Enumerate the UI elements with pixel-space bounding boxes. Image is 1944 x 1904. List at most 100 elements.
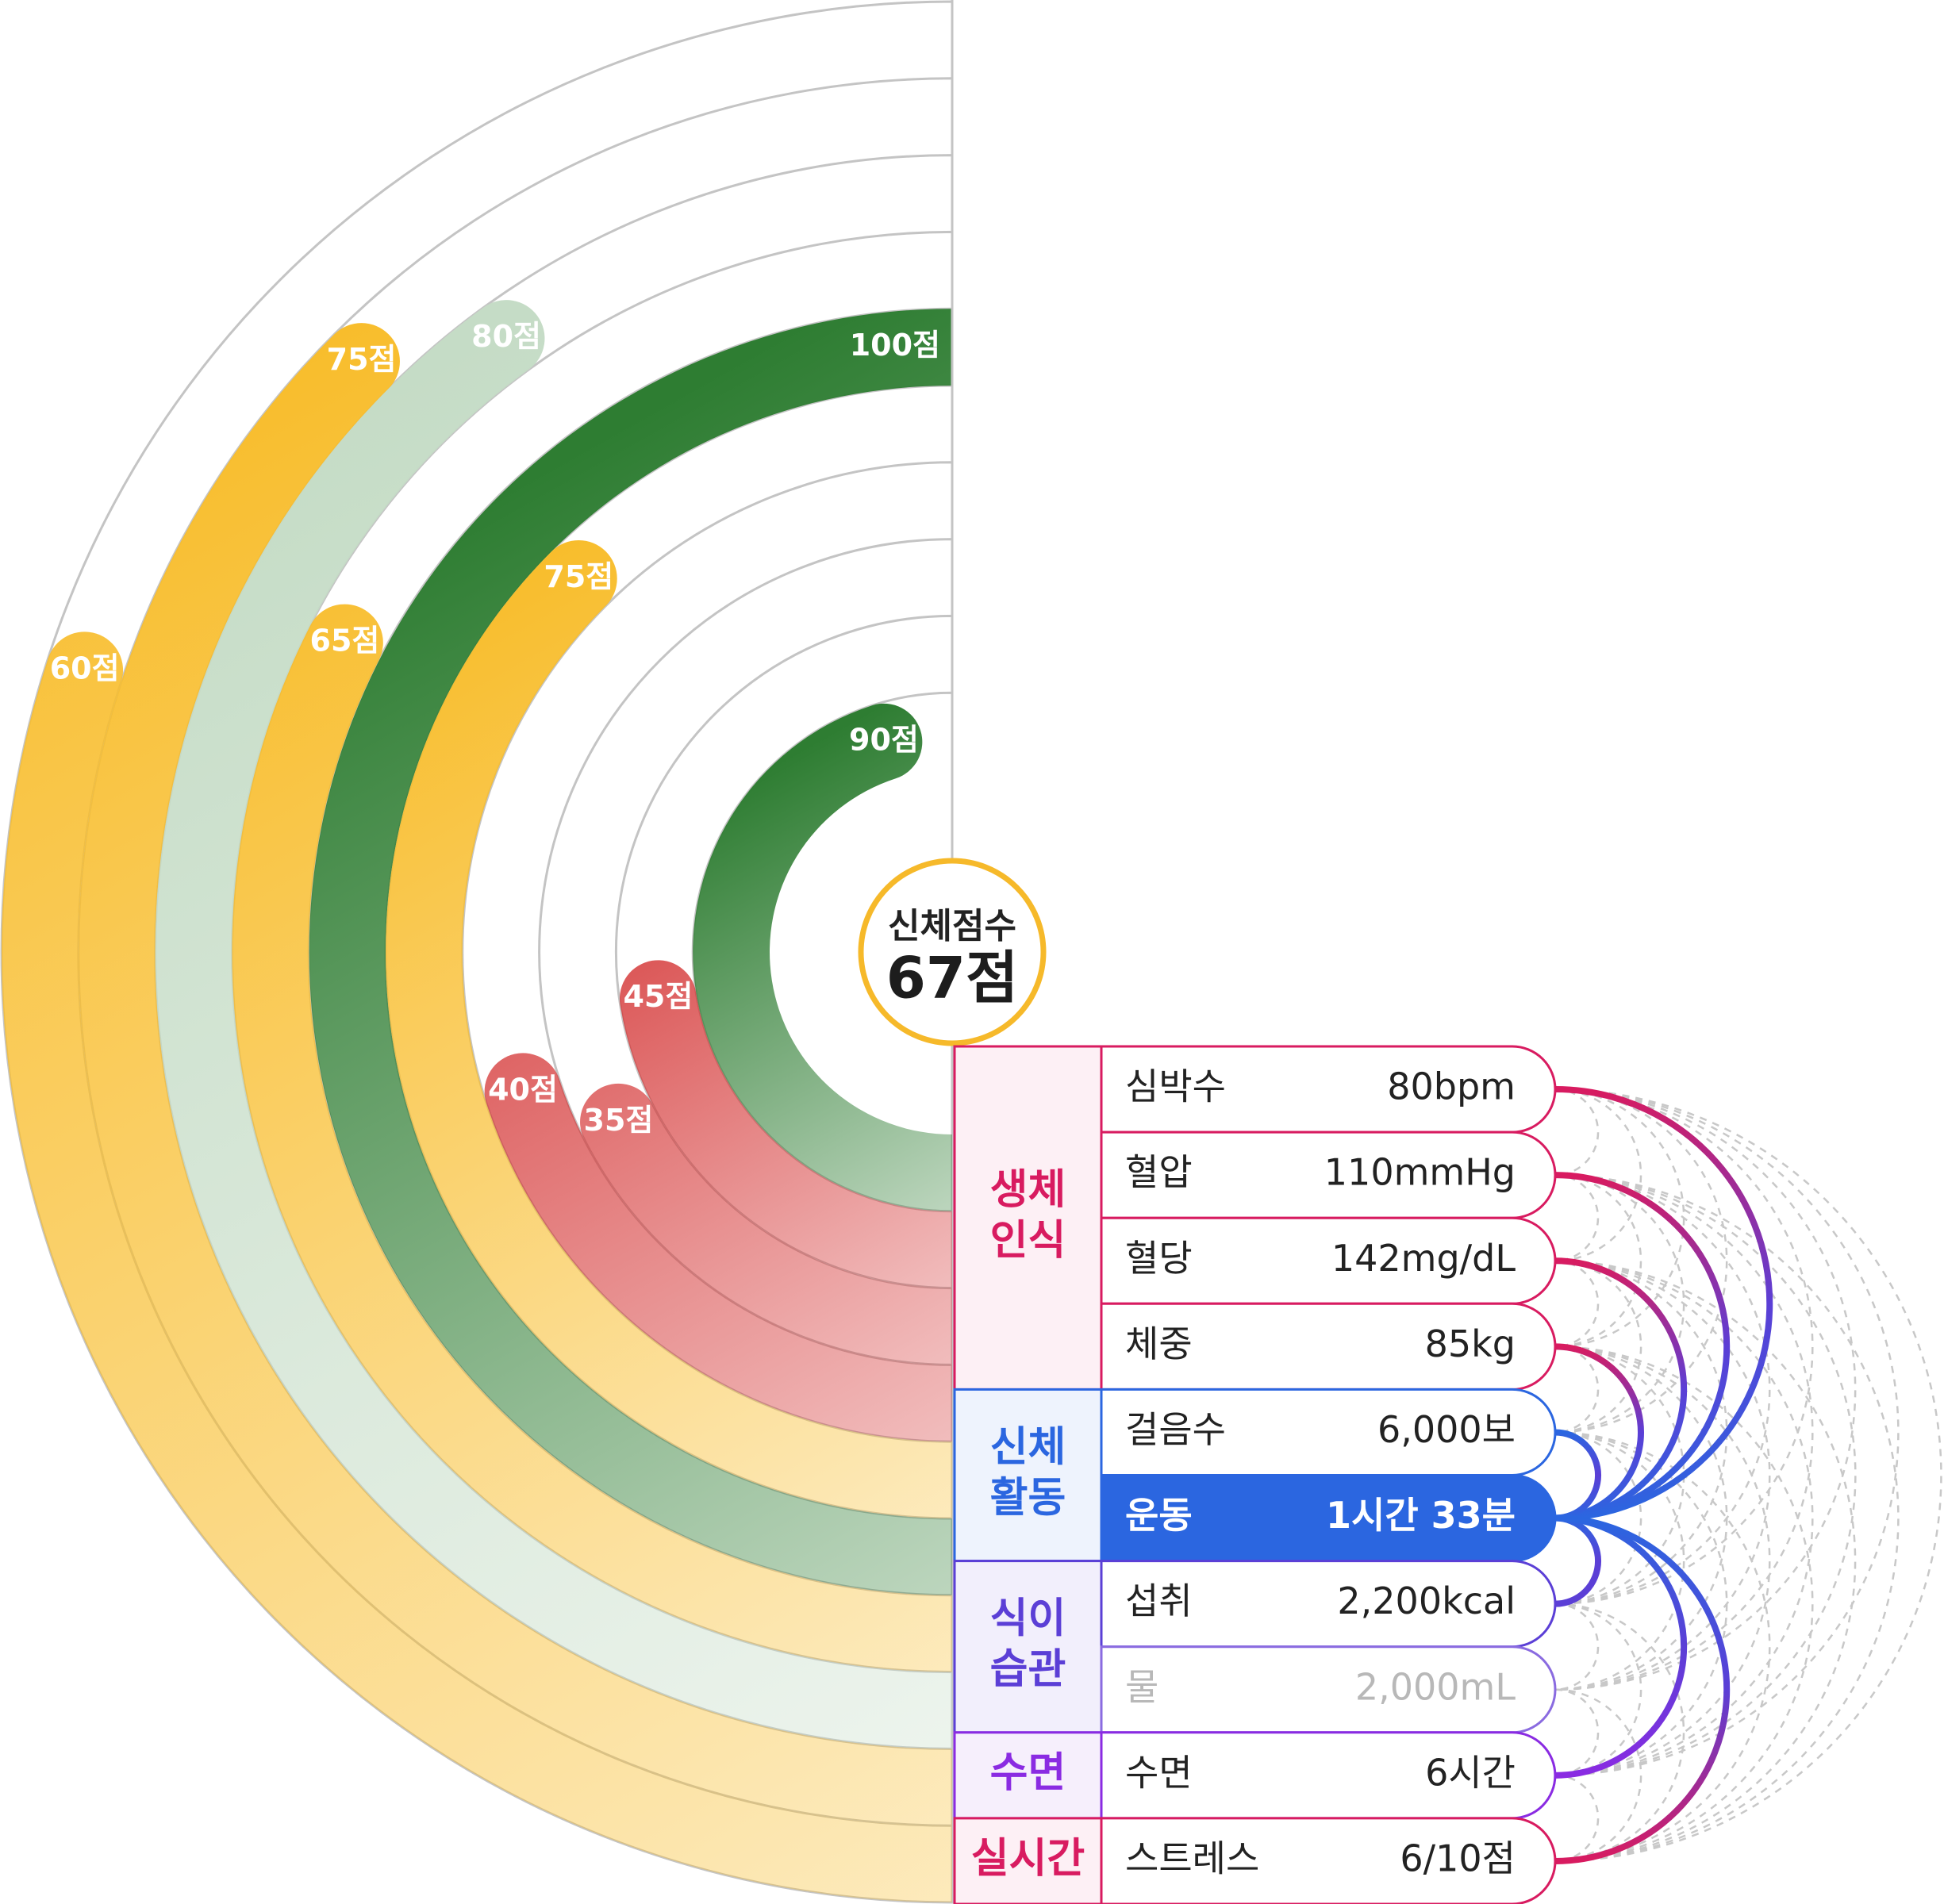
item-row[interactable] (1100, 1302, 1557, 1391)
score-bars (1, 300, 952, 1902)
score-label: 100점 (850, 328, 940, 363)
score-label: 60점 (50, 651, 120, 685)
dashed-connector (1554, 1345, 1771, 1777)
category-label: 인식 (990, 1217, 1066, 1265)
solid-connector (1552, 1514, 1602, 1607)
score-bar (155, 300, 952, 1749)
solid-connector (1552, 1514, 1688, 1779)
dashed-connector (1554, 1688, 1600, 1777)
dashed-connector (1554, 1345, 1685, 1605)
item-name: 혈당 (1125, 1237, 1193, 1280)
item-row[interactable] (1100, 1216, 1557, 1305)
item-row[interactable] (1100, 1560, 1557, 1649)
item-row[interactable] (1100, 1388, 1557, 1476)
item-name: 체중 (1125, 1322, 1193, 1365)
item-name: 물 (1125, 1665, 1158, 1708)
item-value: 2,000mL (1355, 1665, 1516, 1708)
item-value: 2,200kcal (1337, 1580, 1516, 1622)
category-cell (953, 1560, 1103, 1734)
dashed-connector (1554, 1088, 1600, 1177)
item-name: 걸음수 (1125, 1408, 1226, 1451)
item-value: 85kg (1425, 1322, 1516, 1365)
score-label: 35점 (584, 1103, 654, 1138)
category-cell (953, 1388, 1103, 1563)
dashed-connector (1554, 1603, 1685, 1863)
item-value: 6/10점 (1400, 1837, 1516, 1879)
dashed-connector (1554, 1260, 1728, 1605)
dashed-connector (1554, 1173, 1900, 1863)
score-bar (1, 631, 952, 1902)
dashed-connector (1554, 1345, 1728, 1691)
dashed-connector (1554, 1603, 1600, 1691)
dashed-connector (1554, 1088, 1685, 1348)
center-circle (858, 858, 1047, 1046)
score-label: 40점 (488, 1072, 558, 1107)
score-bar (580, 1083, 952, 1365)
score-bar (385, 539, 952, 1518)
score-label: 65점 (310, 623, 380, 658)
score-label: 75점 (544, 559, 613, 594)
item-name: 혈압 (1125, 1151, 1193, 1194)
dashed-connector (1554, 1260, 1600, 1348)
score-bar (232, 604, 952, 1672)
dashed-connector (1554, 1260, 1814, 1777)
dashed-connector (1554, 1173, 1685, 1434)
item-value: 80bpm (1387, 1065, 1516, 1108)
category-label: 식이 (990, 1595, 1066, 1643)
score-label: 75점 (327, 342, 397, 377)
item-row[interactable] (1100, 1130, 1557, 1219)
dashed-connector (1554, 1173, 1771, 1605)
category-label: 신체 (990, 1424, 1066, 1472)
category-label: 생체 (990, 1166, 1066, 1214)
score-labels: 60점 75점 80점 65점 100점 75점 40점 35점 45점 90점 (50, 319, 940, 1138)
dashed-connector (1554, 1173, 1600, 1262)
score-bar (484, 1053, 952, 1442)
category-label: 습관 (990, 1646, 1066, 1694)
dashed-connector (1554, 1345, 1600, 1434)
score-bar (693, 703, 952, 1211)
item-row[interactable] (1100, 1045, 1557, 1134)
category-label: 실시간 (971, 1835, 1085, 1883)
dashed-connector (1554, 1173, 1857, 1777)
item-row[interactable] (1100, 1731, 1557, 1820)
solid-connector (1552, 1172, 1731, 1522)
item-name: 스트레스 (1125, 1837, 1259, 1879)
item-row-highlighted[interactable] (1100, 1474, 1557, 1563)
score-bar (309, 309, 952, 1595)
dashed-connector (1554, 1088, 1728, 1434)
category-cell (953, 1045, 1103, 1391)
center-badge: 신체점수 67점 (858, 858, 1047, 1046)
dashed-connector (1554, 1431, 1685, 1691)
score-label: 80점 (471, 319, 541, 354)
score-label: 90점 (849, 723, 919, 758)
item-value: 110mmHg (1324, 1151, 1516, 1194)
item-name: 운동 (1125, 1494, 1193, 1537)
item-row[interactable] (1100, 1645, 1557, 1734)
dashed-connector (1554, 1260, 1771, 1691)
category-cell (953, 1731, 1103, 1820)
connector-lines (1552, 1086, 1942, 1864)
item-value: 6시간 (1425, 1751, 1516, 1794)
item-name: 섭취 (1125, 1580, 1193, 1622)
solid-connector (1552, 1343, 1645, 1522)
center-title: 신체점수 (888, 906, 1016, 946)
dashed-connector (1554, 1345, 1814, 1863)
solid-connector (1552, 1514, 1731, 1864)
dashed-connector (1554, 1088, 1857, 1691)
category-label: 수면 (990, 1749, 1066, 1797)
category-cell (953, 1817, 1103, 1904)
score-bar (78, 323, 952, 1826)
category-label: 활동 (990, 1475, 1066, 1522)
item-row[interactable] (1100, 1817, 1557, 1904)
item-name: 심박수 (1125, 1065, 1226, 1108)
item-value: 142mg/dL (1331, 1237, 1516, 1280)
score-label: 45점 (623, 979, 693, 1014)
center-value: 67점 (886, 945, 1018, 1012)
dashed-connector (1554, 1260, 1857, 1863)
solid-connector (1552, 1086, 1773, 1522)
item-name: 수면 (1125, 1751, 1193, 1794)
item-value: 1시간 33분 (1326, 1494, 1516, 1537)
solid-connector (1552, 1257, 1688, 1522)
